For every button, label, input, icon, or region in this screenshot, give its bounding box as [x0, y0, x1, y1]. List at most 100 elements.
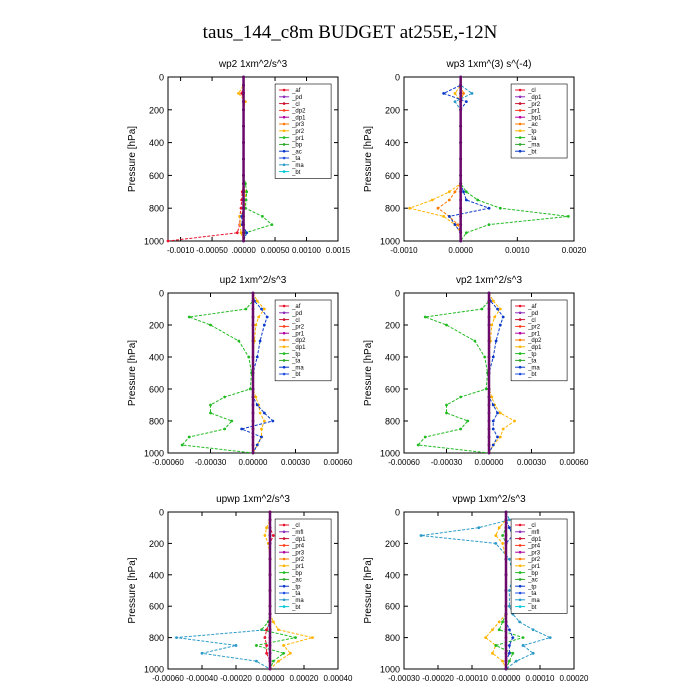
- data-point: [265, 526, 268, 530]
- data-point: [294, 636, 297, 639]
- legend-label: _pd: [291, 95, 302, 101]
- data-point: [508, 518, 511, 522]
- chart-panel-4: vp2 1xm^2/s^3 Pressure [hPa] 0 200 400 600 800…: [363, 275, 589, 467]
- data-point: [282, 651, 285, 655]
- data-point: [459, 174, 463, 177]
- legend-marker: [518, 345, 522, 349]
- legend-marker: [282, 304, 286, 308]
- data-point: [223, 395, 227, 399]
- data-point: [242, 108, 245, 112]
- legend: _cl_mfl_dp1_pr4_pr3_pr2_pr1_bp_ac_tp_ta_…: [274, 518, 332, 614]
- legend: _af_pd_cl_dp2_dp1_pr3_pr2_pr1_bp_ac_ta_m…: [274, 83, 332, 179]
- legend-label: _tp: [527, 129, 537, 135]
- x-tick-label: 0.00000: [475, 458, 504, 467]
- chart-panel-2: wp3 1xm^(3) s^(-4) Pressure [hPa] 0 200 400 6…: [363, 59, 587, 255]
- data-point: [265, 644, 268, 647]
- series-line: [488, 292, 504, 454]
- data-point: [268, 636, 272, 639]
- data-point: [459, 124, 463, 128]
- data-point: [487, 395, 491, 399]
- legend-label: _bt: [527, 605, 537, 611]
- data-point: [255, 403, 259, 407]
- legend-marker: [518, 136, 522, 139]
- data-point: [277, 628, 280, 632]
- data-point: [501, 620, 504, 624]
- legend-label: _ta: [291, 156, 301, 162]
- legend-marker: [282, 95, 286, 99]
- legend-label: _dp1: [291, 345, 306, 351]
- data-point: [237, 92, 240, 95]
- data-point: [223, 427, 227, 431]
- data-point: [508, 651, 511, 655]
- legend-label: _ma: [291, 598, 304, 604]
- legend-marker: [282, 122, 286, 126]
- x-tick-label: 0.00100: [292, 246, 321, 255]
- data-point: [487, 291, 491, 295]
- data-point: [268, 542, 272, 545]
- legend-marker: [518, 359, 522, 362]
- data-point: [508, 659, 511, 663]
- legend-marker: [518, 115, 522, 119]
- legend-marker: [282, 331, 286, 335]
- legend: _cl_mfl_dp1_pr4_pr3_pr2_pr1_bp_ac_tp_ta_…: [510, 518, 568, 614]
- data-point: [242, 174, 245, 177]
- y-tick-label: 1000: [380, 237, 400, 247]
- chart-panel-6: vpwp 1xm^2/s^3 Pressure [hPa] 0 200 400 600 80…: [363, 494, 589, 683]
- data-point: [268, 557, 272, 561]
- x-tick-label: -0.00040: [186, 674, 218, 683]
- series-bp: [242, 75, 274, 243]
- y-tick-label: 200: [149, 321, 164, 331]
- legend-label: _ta: [291, 591, 301, 597]
- data-point: [490, 395, 494, 399]
- legend-marker: [518, 523, 522, 527]
- data-point: [251, 323, 255, 327]
- legend-label: _bt: [291, 170, 301, 176]
- x-tick-label: -0.00060: [152, 458, 184, 467]
- y-tick-label: 0: [395, 73, 400, 83]
- legend-marker: [518, 584, 522, 588]
- data-point: [251, 355, 255, 359]
- legend-label: _ta: [527, 136, 537, 142]
- data-point: [257, 315, 261, 319]
- data-point: [209, 403, 212, 407]
- legend-label: _pr2: [291, 325, 305, 331]
- legend-marker: [518, 318, 522, 321]
- data-point: [521, 644, 525, 647]
- data-point: [262, 411, 266, 415]
- data-point: [180, 443, 184, 447]
- legend-label: _cl: [527, 318, 536, 324]
- data-point: [504, 612, 508, 616]
- data-point: [504, 526, 508, 530]
- legend-marker: [282, 352, 286, 355]
- legend-marker: [518, 143, 522, 146]
- data-point: [462, 92, 465, 95]
- series-ta: [240, 291, 275, 455]
- data-point: [254, 323, 258, 327]
- data-point: [268, 518, 272, 522]
- data-point: [242, 182, 245, 186]
- legend: _af_pd_cl_pr2_pr1_dp2_dp1_tp_ta_ma_bt: [510, 299, 568, 382]
- legend-label: _bt: [527, 149, 537, 155]
- x-tick-label: -0.00060: [388, 458, 420, 467]
- x-tick-label: -0.00030: [431, 458, 463, 467]
- series-bt: [251, 291, 255, 455]
- legend-label: _af: [527, 304, 537, 310]
- y-tick-label: 0: [159, 508, 164, 518]
- plot-frame: [167, 511, 339, 670]
- legend-marker: [518, 88, 522, 92]
- legend-marker: [518, 598, 522, 602]
- x-tick-label: -0.00010: [456, 674, 488, 683]
- data-point: [496, 435, 499, 439]
- data-point: [419, 534, 423, 537]
- data-point: [255, 659, 258, 663]
- data-point: [487, 299, 491, 303]
- data-point: [459, 157, 463, 161]
- data-point: [251, 387, 255, 391]
- y-tick-label: 400: [385, 353, 400, 363]
- data-point: [445, 411, 448, 415]
- data-point: [464, 198, 468, 202]
- data-point: [262, 419, 266, 423]
- legend-label: _ac: [527, 578, 538, 584]
- data-point: [255, 443, 259, 447]
- legend-marker: [282, 564, 286, 568]
